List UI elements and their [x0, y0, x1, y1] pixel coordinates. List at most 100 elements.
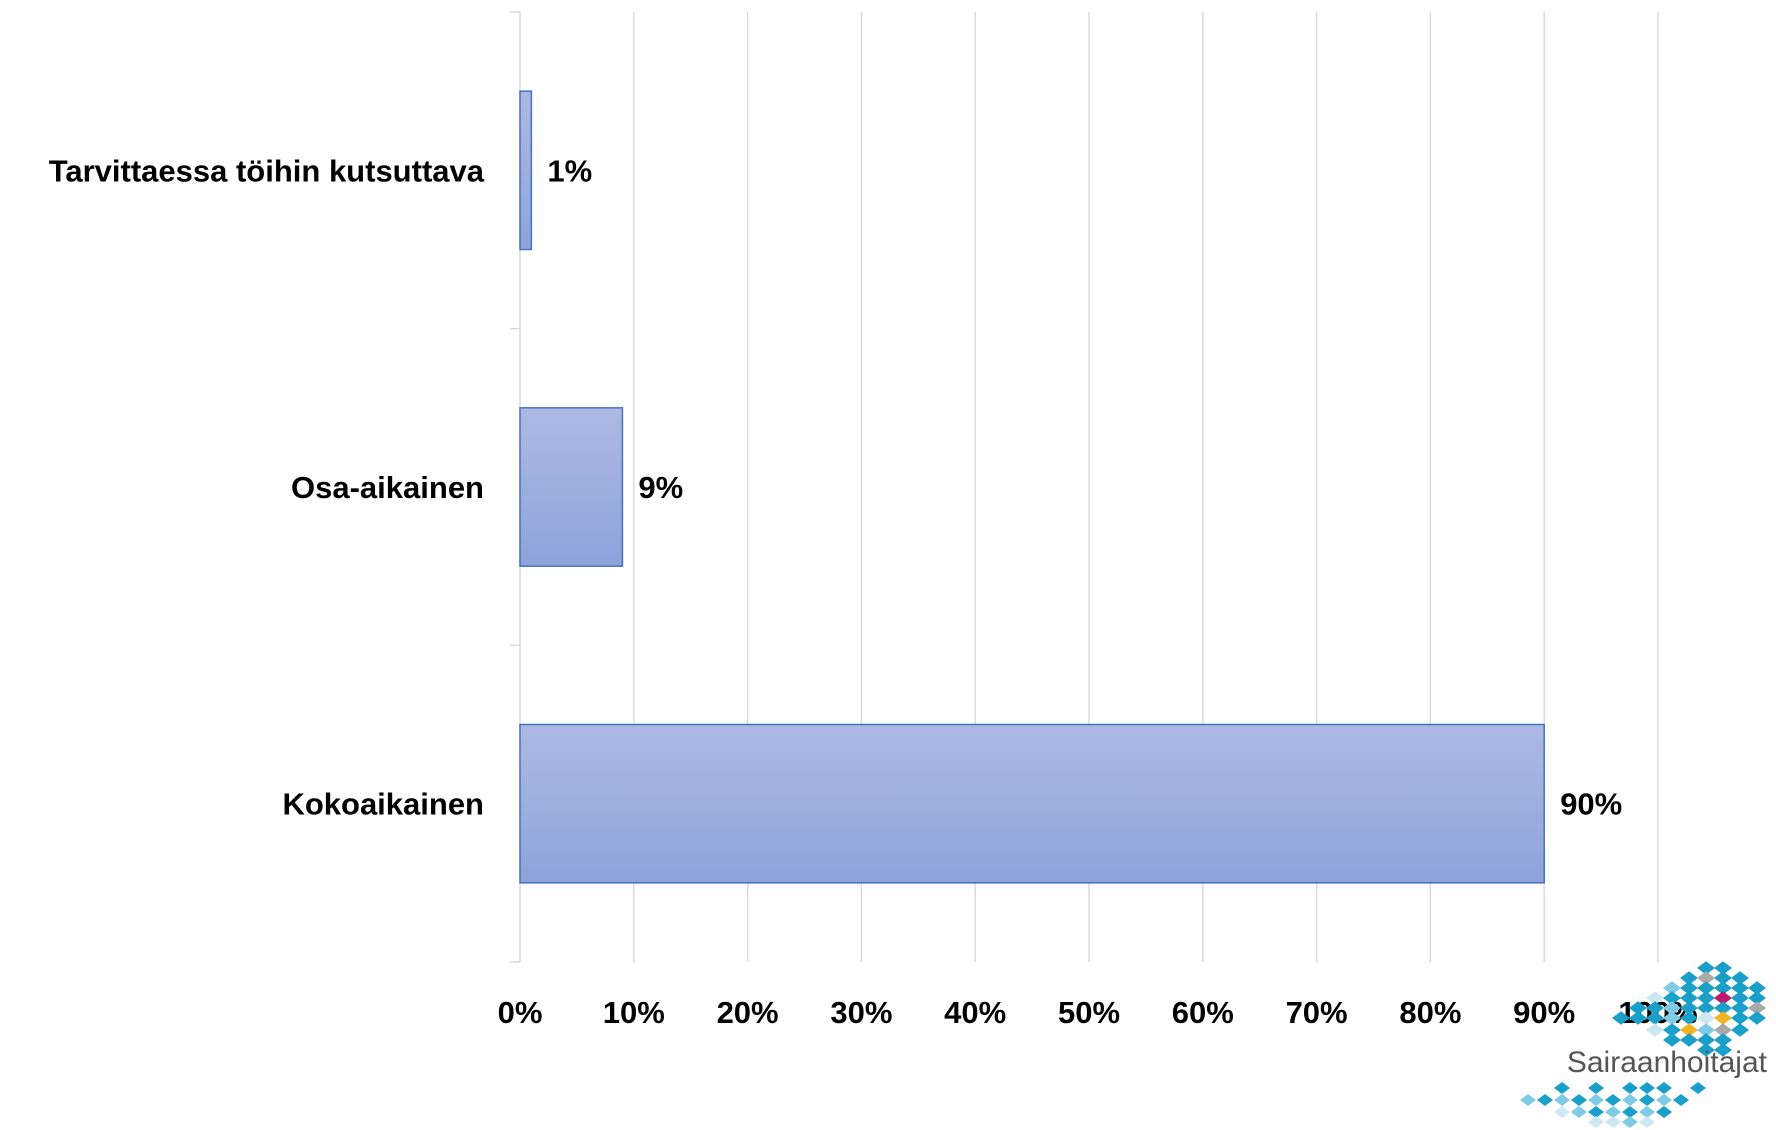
labels: 0%10%20%30%40%50%60%70%80%90%100%Tarvitt… [49, 153, 1698, 1030]
logo-diamond [1656, 1094, 1672, 1106]
logo-diamond [1714, 961, 1732, 975]
logo-diamond [1588, 1106, 1604, 1118]
logo-diamond [1680, 1001, 1698, 1015]
logo-diamond [1731, 991, 1749, 1005]
logo-diamond [1697, 1023, 1715, 1037]
logo-diamond [1714, 1023, 1732, 1037]
logo-diamond [1731, 1023, 1749, 1037]
logo-diamond [1537, 1094, 1553, 1106]
logo-diamond [1639, 1106, 1655, 1118]
logo-diamond [1731, 1001, 1749, 1015]
logo-diamond [1646, 1011, 1664, 1025]
logo-diamond [1639, 1082, 1655, 1094]
logo-diamond [1639, 1094, 1655, 1106]
x-tick-label: 80% [1399, 995, 1461, 1030]
sairaanhoitajat-logo: Sairaanhoitajat [1520, 961, 1768, 1128]
logo-diamond [1520, 1094, 1536, 1106]
logo-diamond [1748, 981, 1766, 995]
logo-diamond [1588, 1094, 1604, 1106]
logo-diamond [1697, 1011, 1715, 1025]
x-tick-label: 10% [603, 995, 665, 1030]
logo-diamond [1622, 1116, 1638, 1128]
x-tick-label: 40% [944, 995, 1006, 1030]
logo-diamond [1571, 1106, 1587, 1118]
logo-diamond [1612, 1011, 1630, 1025]
logo-diamond [1731, 1011, 1749, 1025]
logo-diamond [1588, 1082, 1604, 1094]
category-label: Osa-aikainen [291, 470, 484, 505]
logo-diamond [1646, 1001, 1664, 1015]
bar [519, 90, 533, 251]
logo-diamond [1656, 1106, 1672, 1118]
logo-diamond [1663, 1001, 1681, 1015]
category-label: Tarvittaessa töihin kutsuttava [49, 153, 485, 188]
logo-diamond [1663, 981, 1681, 995]
x-tick-label: 60% [1172, 995, 1234, 1030]
logo-diamond [1605, 1116, 1621, 1128]
logo-diamond [1588, 1116, 1604, 1128]
logo-diamond [1731, 971, 1749, 985]
logo-diamond [1663, 991, 1681, 1005]
logo-wordmark: Sairaanhoitajat [1567, 1046, 1768, 1079]
logo-diamond [1748, 1001, 1766, 1015]
x-tick-label: 90% [1513, 995, 1575, 1030]
logo-diamond [1714, 1001, 1732, 1015]
logo-diamond [1748, 991, 1766, 1005]
logo-diamond [1697, 971, 1715, 985]
logo-diamond [1673, 1094, 1689, 1106]
logo-diamond [1680, 1023, 1698, 1037]
gridlines [633, 12, 1659, 962]
logo-diamond [1680, 991, 1698, 1005]
logo-diamond [1622, 1106, 1638, 1118]
bar [519, 723, 1545, 884]
logo-diamond [1629, 1011, 1647, 1025]
logo-diamond [1622, 1082, 1638, 1094]
data-label: 90% [1560, 787, 1622, 822]
logo-diamond [1646, 991, 1664, 1005]
logo-diamond [1629, 1001, 1647, 1015]
logo-diamond [1748, 1011, 1766, 1025]
category-label: Kokoaikainen [282, 787, 484, 822]
logo-diamond [1697, 991, 1715, 1005]
data-label: 1% [547, 153, 592, 188]
x-tick-label: 0% [498, 995, 543, 1030]
logo-diamond [1714, 991, 1732, 1005]
logo-diamond [1697, 1001, 1715, 1015]
logo-diamond [1714, 981, 1732, 995]
logo-diamond [1656, 1082, 1672, 1094]
logo-diamond [1680, 1011, 1698, 1025]
logo-diamond [1605, 1094, 1621, 1106]
logo-diamond [1663, 1011, 1681, 1025]
logo-diamond [1622, 1094, 1638, 1106]
logo-diamond [1554, 1094, 1570, 1106]
logo-diamond [1714, 1033, 1732, 1047]
logo-diamond [1697, 961, 1715, 975]
logo-diamond [1697, 981, 1715, 995]
data-label: 9% [638, 470, 683, 505]
logo-diamond [1714, 971, 1732, 985]
logo-diamond [1697, 1033, 1715, 1047]
logo-diamond [1731, 981, 1749, 995]
logo-diamond [1571, 1094, 1587, 1106]
logo-diamond [1714, 1043, 1732, 1057]
bar [519, 407, 624, 567]
x-tick-label: 20% [717, 995, 779, 1030]
logo-diamond [1554, 1106, 1570, 1118]
logo-diamond [1639, 1116, 1655, 1128]
logo-diamond [1663, 1033, 1681, 1047]
logo-diamond [1680, 971, 1698, 985]
x-tick-label: 30% [830, 995, 892, 1030]
logo-diamond [1680, 981, 1698, 995]
logo-diamond [1605, 1106, 1621, 1118]
x-tick-label: 70% [1286, 995, 1348, 1030]
logo-diamond [1697, 1043, 1715, 1057]
logo-diamond [1554, 1082, 1570, 1094]
bars [519, 90, 1545, 884]
logo-diamond [1690, 1082, 1706, 1094]
logo-diamond [1714, 1011, 1732, 1025]
x-tick-label: 50% [1058, 995, 1120, 1030]
logo-diamond [1680, 1033, 1698, 1047]
y-axis [510, 11, 521, 963]
logo-diamond [1663, 1023, 1681, 1037]
